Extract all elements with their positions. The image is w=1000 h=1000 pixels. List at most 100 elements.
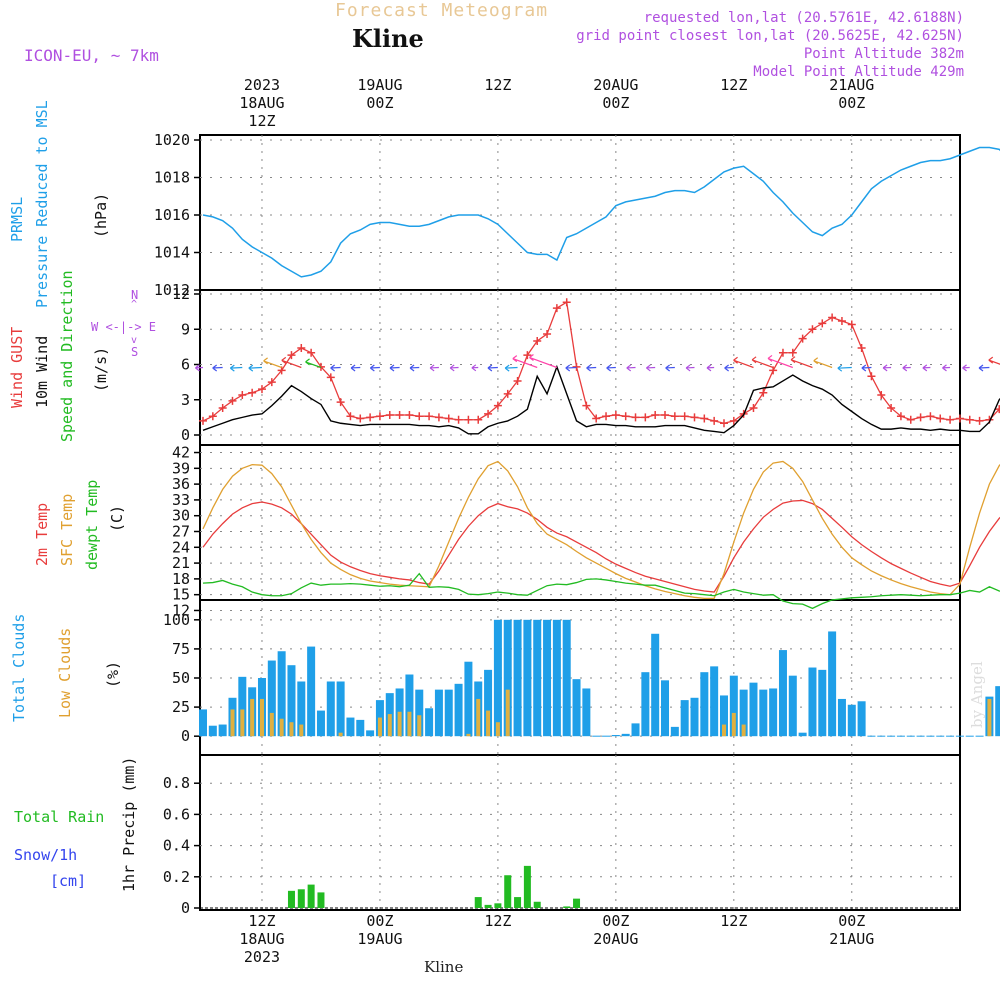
y-tick-label: 1014 xyxy=(154,244,190,262)
rain-bar xyxy=(484,904,492,908)
gust-marker xyxy=(297,344,306,353)
total-cloud-bar xyxy=(238,676,247,737)
gust-marker xyxy=(356,414,365,423)
rain-bar xyxy=(563,906,571,908)
total-cloud-bar xyxy=(464,661,473,737)
rain-bar xyxy=(297,889,305,908)
total-cloud-bar xyxy=(267,660,276,737)
low-cloud-bar xyxy=(505,689,510,737)
gust-marker xyxy=(277,366,286,375)
gust-marker xyxy=(562,298,571,307)
rain-bar xyxy=(287,890,295,908)
wind-direction-arrow xyxy=(350,364,361,372)
total-cloud-bar xyxy=(199,709,207,737)
gust-marker xyxy=(719,419,728,428)
gust-marker xyxy=(552,304,561,313)
gust-marker xyxy=(661,411,670,420)
bottom-tick: 00Z 21AUG xyxy=(829,912,875,948)
wind-direction-arrow xyxy=(529,354,558,369)
gust-marker xyxy=(228,396,237,405)
gust-marker xyxy=(828,313,837,322)
chart-title: Forecast Meteogram xyxy=(335,0,549,21)
total-cloud-bar xyxy=(837,698,846,737)
rain-bar xyxy=(533,901,541,908)
total-cloud-bar xyxy=(366,730,375,737)
wind-direction-arrow xyxy=(790,356,813,369)
rain-bar xyxy=(317,892,325,908)
wind-direction-arrow xyxy=(429,364,439,372)
rain-bar xyxy=(514,897,522,908)
gust-marker xyxy=(926,412,935,421)
total-cloud-bar xyxy=(425,708,434,737)
gust-marker xyxy=(572,362,581,371)
low-cloud-bar xyxy=(476,698,481,737)
gust-marker xyxy=(631,413,640,422)
gust-marker xyxy=(493,401,502,410)
point-altitude: Point Altitude 382m xyxy=(803,46,964,62)
y-tick-label: 33 xyxy=(172,491,190,509)
gust-marker xyxy=(248,388,257,397)
wind-direction-arrow xyxy=(922,364,931,372)
total-cloud-bar xyxy=(287,665,296,737)
wind-direction-arrow xyxy=(861,364,872,372)
gust-marker xyxy=(955,414,964,423)
gust-marker xyxy=(602,412,611,421)
gust-marker xyxy=(946,415,955,424)
gust-marker xyxy=(484,409,493,418)
y-tick-label: 3 xyxy=(181,391,190,409)
total-cloud-bar xyxy=(818,669,827,737)
low-cloud-bar xyxy=(338,732,343,737)
total-cloud-bar xyxy=(749,682,758,737)
gust-marker xyxy=(975,416,984,425)
low-cloud-bar xyxy=(731,712,736,737)
gust-marker xyxy=(995,405,1000,414)
compass-up: ^ xyxy=(131,299,138,310)
gust-marker xyxy=(769,366,778,375)
rain-bar xyxy=(523,865,531,908)
wind-direction-arrow xyxy=(229,364,243,372)
total-cloud-bar xyxy=(611,735,620,737)
wind-direction-arrow xyxy=(882,364,892,372)
total-cloud-bar xyxy=(218,724,227,737)
y-tick-label: 42 xyxy=(172,444,190,462)
gust-marker xyxy=(749,403,758,412)
wind-direction-arrow xyxy=(665,364,675,372)
gust-marker xyxy=(474,415,483,424)
gust-marker xyxy=(346,412,355,421)
total-cloud-bar xyxy=(316,710,325,737)
total-cloud-bar xyxy=(641,672,650,737)
gust-marker xyxy=(464,415,473,424)
total-cloud-bar xyxy=(778,650,787,737)
compass-n: N xyxy=(131,288,139,302)
total-cloud-bar xyxy=(651,633,660,737)
bottom-tick: 12Z xyxy=(720,912,748,930)
bottom-location: Kline xyxy=(424,958,464,976)
gust-marker xyxy=(936,414,945,423)
gust-marker xyxy=(611,411,620,420)
low-cloud-bar xyxy=(721,724,726,737)
gust-marker xyxy=(336,398,345,407)
wind-direction-arrow xyxy=(487,364,498,372)
wind-direction-arrow xyxy=(724,364,734,372)
temp-sfc-line xyxy=(202,460,1000,600)
gust-marker xyxy=(592,414,601,423)
y-tick-label: 15 xyxy=(172,586,190,604)
gust-marker xyxy=(621,412,630,421)
low-cloud-bar xyxy=(269,712,274,737)
top-tick: 12Z xyxy=(720,76,748,94)
gust-marker xyxy=(218,403,227,412)
total-cloud-bar xyxy=(621,733,630,737)
gust-marker xyxy=(582,401,591,410)
total-cloud-bar xyxy=(356,719,365,737)
wind-direction-arrow xyxy=(962,364,970,372)
top-tick: 2023 18AUG 12Z xyxy=(239,76,285,130)
low-cloud-bar xyxy=(259,698,264,737)
top-tick: 21AUG 00Z xyxy=(829,76,875,112)
y-tick-label: 0 xyxy=(181,426,190,444)
wind-direction-arrow xyxy=(504,364,518,372)
y-tick-label: 30 xyxy=(172,507,190,525)
wind-direction-arrow xyxy=(902,364,911,372)
gust-marker xyxy=(916,413,925,422)
top-tick: 12Z xyxy=(484,76,512,94)
total-cloud-bar xyxy=(828,631,837,737)
